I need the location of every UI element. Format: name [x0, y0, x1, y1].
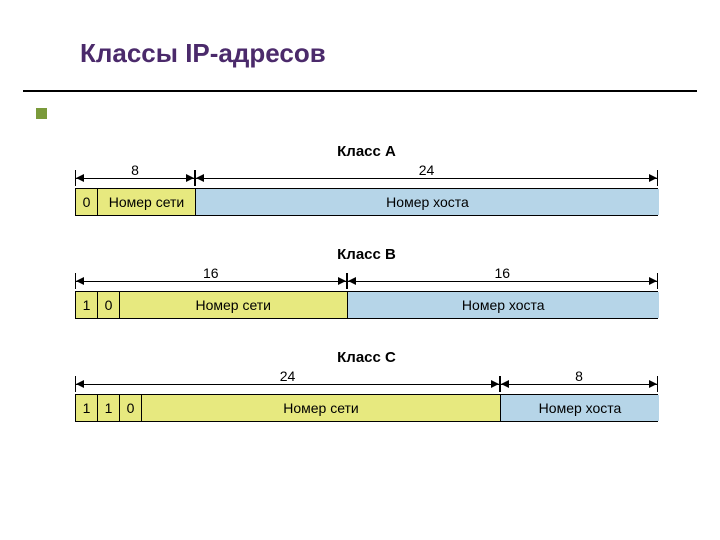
class-title: Класс C [75, 349, 658, 366]
title-underline [23, 90, 697, 92]
dimension-label: 8 [500, 368, 658, 384]
dimension-label: 16 [75, 265, 347, 281]
dimension: 24 [195, 164, 658, 182]
dimension: 16 [347, 267, 659, 285]
host-cell: Номер хоста [196, 189, 659, 215]
host-cell: Номер хоста [501, 395, 659, 421]
bit-cell: 0 [98, 292, 120, 318]
dimension: 8 [75, 164, 195, 182]
class-block: Класс B161610Номер сетиНомер хоста [75, 246, 658, 319]
bullet-icon [36, 108, 47, 119]
bit-cell: 1 [76, 395, 98, 421]
dimension-row: 1616 [75, 267, 658, 289]
page-title: Классы IP-адресов [80, 38, 326, 69]
class-title: Класс B [75, 246, 658, 263]
address-bar: 110Номер сетиНомер хоста [75, 394, 658, 422]
dimension-label: 24 [195, 162, 658, 178]
network-cell: Номер сети [142, 395, 501, 421]
dimension: 16 [75, 267, 347, 285]
class-block: Класс C248110Номер сетиНомер хоста [75, 349, 658, 422]
dimension-label: 16 [347, 265, 659, 281]
class-title: Класс A [75, 143, 658, 160]
network-cell: Номер сети [98, 189, 196, 215]
dimension-label: 24 [75, 368, 500, 384]
dimension: 24 [75, 370, 500, 388]
address-bar: 0Номер сетиНомер хоста [75, 188, 658, 216]
bit-cell: 0 [120, 395, 142, 421]
class-block: Класс A8240Номер сетиНомер хоста [75, 143, 658, 216]
host-cell: Номер хоста [348, 292, 660, 318]
dimension-row: 824 [75, 164, 658, 186]
dimension-label: 8 [75, 162, 195, 178]
bit-cell: 1 [76, 292, 98, 318]
dimension: 8 [500, 370, 658, 388]
network-cell: Номер сети [120, 292, 348, 318]
dimension-row: 248 [75, 370, 658, 392]
bit-cell: 0 [76, 189, 98, 215]
address-bar: 10Номер сетиНомер хоста [75, 291, 658, 319]
bit-cell: 1 [98, 395, 120, 421]
